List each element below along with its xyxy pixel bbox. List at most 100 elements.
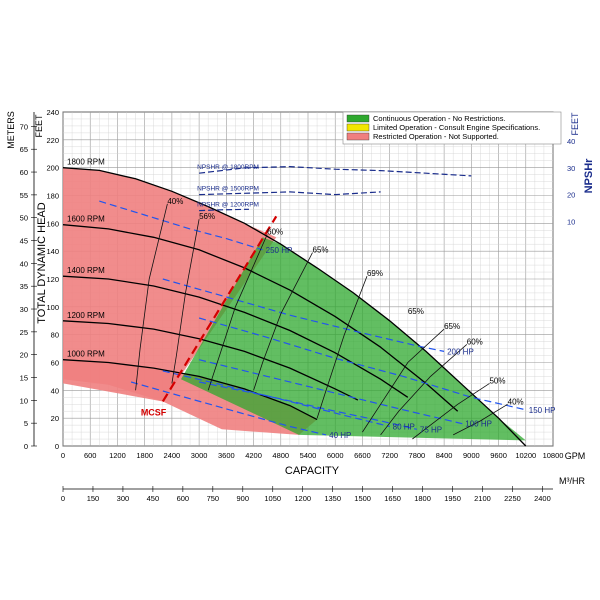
x-tick-gpm: 600 [84, 451, 97, 460]
rpm-label: 1600 RPM [67, 215, 105, 224]
rpm-label: 1000 RPM [67, 350, 105, 359]
x-tick-gpm: 6000 [327, 451, 344, 460]
axes: 0 600 1200 1800 2400 3000 3600 4200 4800 5400 6000… [20, 108, 576, 503]
efficiency-label: 40% [167, 197, 183, 206]
hp-label: 75 HP [420, 425, 442, 434]
hp-label: 40 HP [329, 431, 351, 440]
x-tick-m3hr: 750 [207, 494, 220, 503]
x-tick-gpm: 6600 [354, 451, 371, 460]
efficiency-label: 40% [508, 397, 524, 406]
x-tick-gpm: 5400 [300, 451, 317, 460]
x-tick-gpm: 2400 [164, 451, 181, 460]
hp-curve [162, 278, 445, 352]
x-axis-title: CAPACITY [285, 465, 340, 477]
efficiency-line [253, 252, 313, 391]
hp-curve [99, 200, 263, 251]
restricted-region-upper [63, 167, 277, 402]
x-tick-gpm: 0 [61, 451, 65, 460]
y-tick-feet: 200 [46, 164, 59, 173]
x-tick-m3hr: 0 [61, 494, 65, 503]
efficiency-label: 56% [199, 212, 215, 221]
npshr-label: NPSHR @ 1800RPM [197, 164, 259, 171]
y-tick-meters: 25 [20, 328, 28, 337]
y-tick-meters: 50 [20, 214, 28, 223]
y-tick-feet: 120 [46, 275, 59, 284]
y-tick-feet: 20 [51, 414, 59, 423]
y-tick-feet: 220 [46, 136, 59, 145]
y-tick-feet: 240 [46, 108, 59, 117]
x-tick-gpm: 1800 [136, 451, 153, 460]
efficiency-line [316, 276, 368, 419]
y-tick-meters: 60 [20, 168, 28, 177]
hp-curve [198, 381, 418, 430]
npshr-curve [199, 191, 381, 196]
x-tick-m3hr: 300 [117, 494, 130, 503]
y-units-meters: METERS [6, 111, 16, 149]
y-axis-title: TOTAL DYNAMIC HEAD [36, 202, 48, 323]
hp-label: 250 HP [266, 246, 293, 255]
y-units-feet: FEET [34, 114, 44, 138]
efficiency-line [453, 403, 508, 436]
efficiency-line [135, 203, 168, 391]
efficiency-line [207, 234, 268, 391]
x-tick-gpm: 10800 [543, 451, 564, 460]
efficiency-line [362, 328, 445, 433]
x-tick-m3hr: 1800 [414, 494, 431, 503]
y-tick-meters: 5 [24, 419, 28, 428]
efficiency-label: 60% [267, 227, 283, 236]
legend-label-limited: Limited Operation - Consult Engine Speci… [373, 123, 540, 132]
efficiency-label: 60% [467, 337, 483, 346]
x-tick-gpm: 8400 [436, 451, 453, 460]
x-tick-gpm: 9600 [490, 451, 507, 460]
rpm-label: 1800 RPM [67, 158, 105, 167]
y-tick-meters: 35 [20, 282, 28, 291]
x-tick-gpm: 3000 [191, 451, 208, 460]
hp-label: 100 HP [465, 420, 492, 429]
efficiency-line [412, 383, 490, 440]
y-tick-meters: 65 [20, 145, 28, 154]
x-tick-m3hr: 2400 [534, 494, 551, 503]
y-tick-npsh: 20 [567, 191, 575, 200]
npshr-curve [199, 208, 250, 212]
y-tick-meters: 45 [20, 237, 28, 246]
x-tick-gpm: 9000 [463, 451, 480, 460]
x-tick-m3hr: 600 [177, 494, 190, 503]
y-tick-npsh: 30 [567, 164, 575, 173]
hp-curve [198, 317, 526, 411]
y-tick-meters: 30 [20, 305, 28, 314]
efficiency-label: 65% [444, 322, 460, 331]
x-tick-m3hr: 1050 [264, 494, 281, 503]
rpm-curve-1600-rpm [62, 224, 459, 412]
npshr-curve [199, 165, 472, 177]
x-tick-m3hr: 450 [147, 494, 160, 503]
mcsf-line [161, 215, 278, 403]
hp-label: 200 HP [447, 347, 474, 356]
y-tick-feet: 100 [46, 303, 59, 312]
rpm-curve-1400-rpm [62, 275, 409, 398]
efficiency-label: 50% [489, 376, 505, 385]
y-tick-meters: 20 [20, 351, 28, 360]
x-tick-gpm: 4800 [272, 451, 289, 460]
performance-curves [62, 165, 527, 447]
y-tick-meters: 55 [20, 191, 28, 200]
y-tick-npsh: 10 [567, 217, 575, 226]
efficiency-line [171, 219, 200, 384]
y-tick-meters: 0 [24, 442, 28, 451]
rpm-curve-1000-rpm [62, 359, 318, 421]
x-tick-gpm: 1200 [109, 451, 126, 460]
legend-label-continuous: Continuous Operation - No Restrictions. [373, 114, 506, 123]
hp-label: 150 HP [529, 406, 556, 415]
x-units-m3hr: M³/HR [559, 476, 585, 486]
y-tick-feet: 40 [51, 386, 59, 395]
legend: Continuous Operation - No Restrictions. … [342, 111, 562, 145]
x-tick-gpm: 7800 [409, 451, 426, 460]
efficiency-label: 69% [367, 269, 383, 278]
hp-curve [162, 370, 390, 428]
rpm-curve-1800-rpm [62, 167, 527, 447]
hp-curve [130, 381, 327, 436]
y-tick-meters: 40 [20, 259, 28, 268]
legend-swatch-continuous [346, 114, 370, 123]
x-tick-m3hr: 1500 [354, 494, 371, 503]
mcsf-label: MCSF [141, 407, 167, 417]
